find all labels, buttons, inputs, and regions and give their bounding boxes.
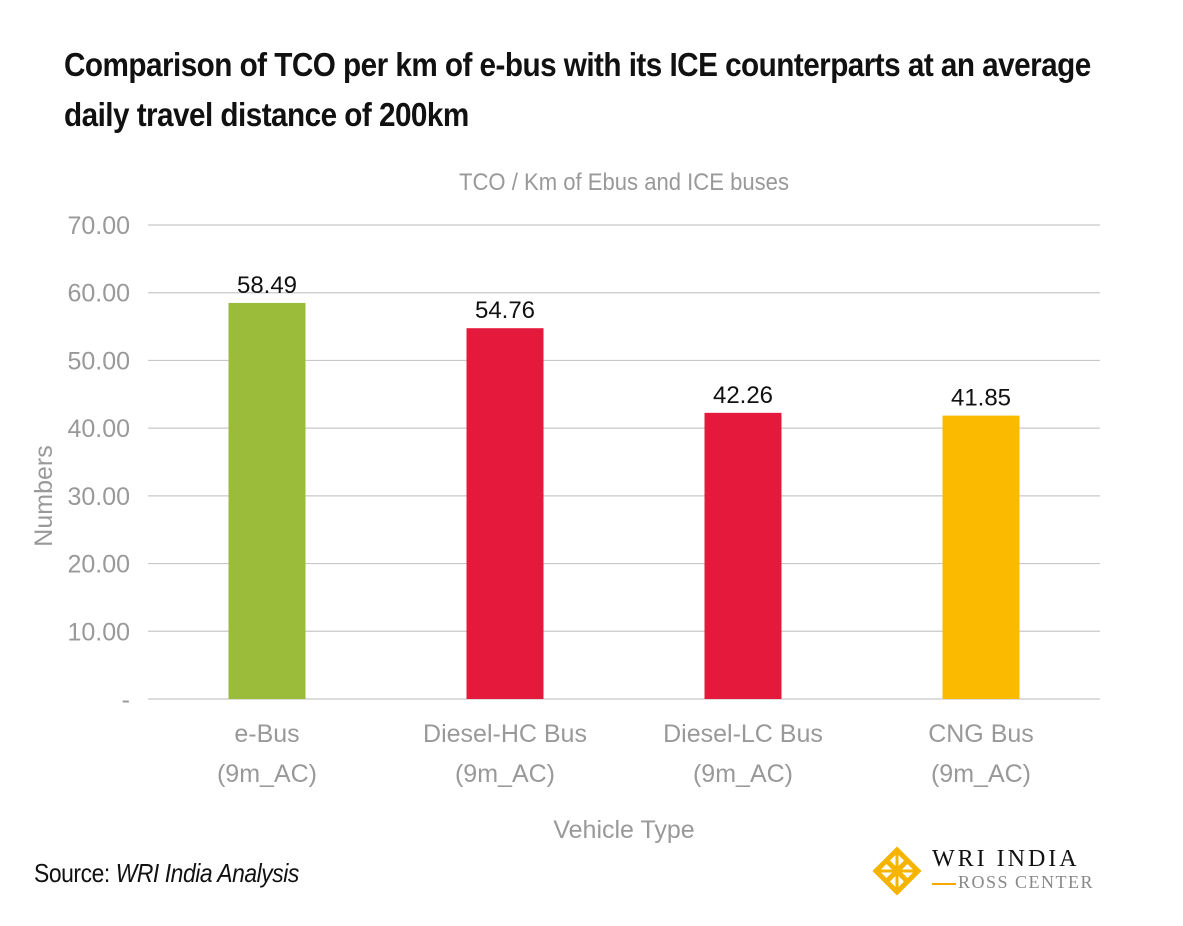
y-tick-label: - [122,686,130,714]
x-tick-label: (9m_AC) [693,760,793,788]
y-tick-label: 70.00 [67,212,130,240]
y-tick-label: 10.00 [67,618,130,646]
bar [704,412,782,699]
x-tick-label: Diesel-HC Bus [423,720,587,748]
source-label: Source: [34,858,116,888]
y-tick-label: 40.00 [67,415,130,443]
logo-line2: ROSS CENTER [932,872,1094,893]
wri-logo-icon [872,846,922,896]
y-tick-label: 50.00 [67,347,130,375]
data-label: 41.85 [951,385,1011,412]
y-tick-label: 30.00 [67,483,130,511]
data-label: 54.76 [475,297,535,324]
y-axis-label: Numbers [30,445,58,546]
logo-line1: WRI INDIA [932,846,1080,872]
x-tick-label: (9m_AC) [931,760,1031,788]
wri-india-logo: WRI INDIA ROSS CENTER [872,846,1112,896]
x-tick-label: Diesel-LC Bus [663,720,823,748]
x-tick-label: CNG Bus [928,720,1034,748]
x-tick-label: (9m_AC) [217,760,317,788]
bar [228,302,306,699]
source-value: WRI India Analysis [115,858,300,888]
page-title: Comparison of TCO per km of e-bus with i… [64,46,1091,133]
bar [942,415,1020,699]
bar [466,328,544,699]
y-tick-label: 20.00 [67,551,130,579]
data-label: 42.26 [713,382,773,409]
x-tick-label: e-Bus [234,720,299,748]
chart-title: TCO / Km of Ebus and ICE buses [459,169,789,196]
x-tick-label: (9m_AC) [455,760,555,788]
x-axis-label: Vehicle Type [553,816,694,844]
source-note: Source: WRI India Analysis [34,858,299,889]
data-label: 58.49 [237,272,297,299]
y-tick-label: 60.00 [67,280,130,308]
